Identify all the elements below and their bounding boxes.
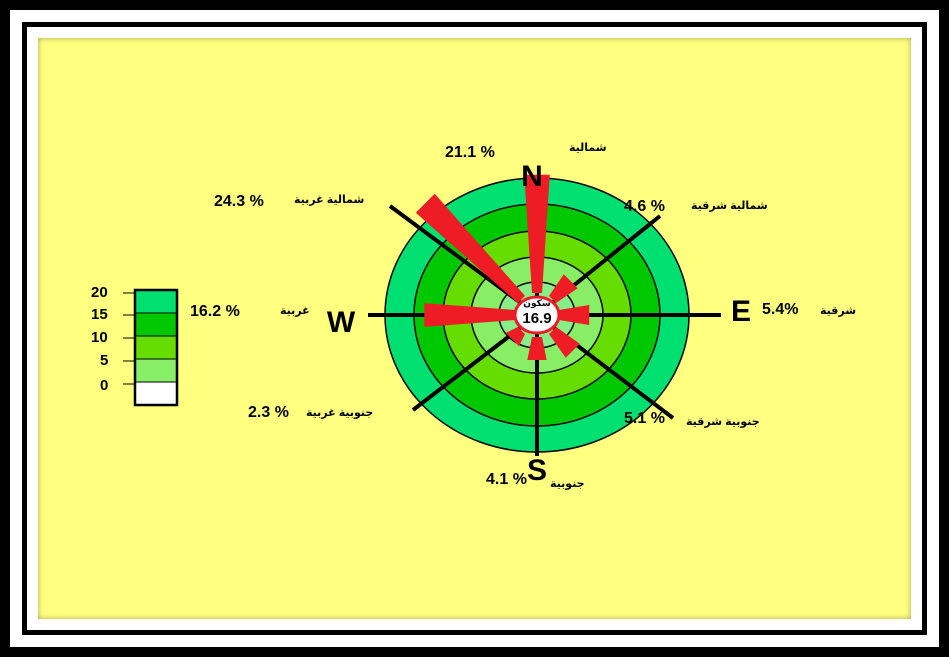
legend-band-5 — [134, 381, 178, 406]
petal-n — [524, 174, 550, 293]
petal-w — [424, 303, 515, 327]
legend-tick-20: 20 — [91, 284, 108, 301]
value-w: 16.2 % — [190, 303, 240, 320]
speed-legend: 20 15 10 5 0 — [91, 284, 179, 407]
letter-e: E — [731, 295, 751, 328]
direction-labels: 21.1 % شمالية 4.6 % شمالية شرقية 5.4% شر… — [190, 142, 856, 490]
compass-letters: N E S W — [327, 160, 751, 487]
legend-band-1 — [134, 289, 178, 314]
name-n: شمالية — [569, 142, 607, 154]
wind-petals — [415, 174, 590, 360]
petal-se — [549, 327, 580, 358]
legend-tick-15: 15 — [91, 306, 108, 323]
name-e: شرقية — [820, 305, 856, 317]
value-sw: 2.3 % — [248, 404, 289, 421]
petal-sw — [505, 327, 525, 347]
name-sw: جنوبية غربية — [306, 407, 373, 419]
name-w: غربية — [280, 305, 310, 317]
value-n: 21.1 % — [445, 144, 495, 161]
calm-label: سكون — [523, 298, 551, 309]
name-se: جنوبية شرقية — [686, 416, 760, 428]
letter-n: N — [521, 160, 543, 193]
petal-s — [527, 337, 547, 360]
petal-nw — [415, 193, 525, 303]
legend-tick-10: 10 — [91, 329, 108, 346]
legend-outline — [133, 288, 179, 407]
legend-tick-0: 0 — [100, 377, 108, 394]
value-ne: 4.6 % — [624, 198, 665, 215]
name-ne: شمالية شرقية — [691, 200, 768, 212]
name-nw: شمالية غربية — [294, 194, 364, 206]
calm-center: سكون 16.9 — [513, 295, 561, 335]
value-nw: 24.3 % — [214, 193, 264, 210]
calm-circle — [513, 295, 561, 335]
petal-ne — [549, 274, 578, 303]
letter-s: S — [527, 454, 547, 487]
legend-band-3 — [134, 335, 178, 360]
legend-tick-5: 5 — [100, 352, 108, 369]
legend-band-4 — [134, 358, 178, 383]
legend-band-2 — [134, 312, 178, 337]
petal-e — [559, 305, 590, 325]
value-s: 4.1 % — [486, 471, 527, 488]
name-s: جنوبية — [550, 478, 585, 490]
calm-value: 16.9 — [522, 310, 551, 327]
chart-area: سكون 16.9 N E S W 21.1 % شمالية 4.6 % شم… — [38, 38, 911, 619]
value-e: 5.4% — [762, 301, 798, 318]
letter-w: W — [327, 306, 356, 339]
wind-rose-chart: سكون 16.9 N E S W 21.1 % شمالية 4.6 % شم… — [91, 142, 856, 490]
value-se: 5.1 % — [624, 410, 665, 427]
